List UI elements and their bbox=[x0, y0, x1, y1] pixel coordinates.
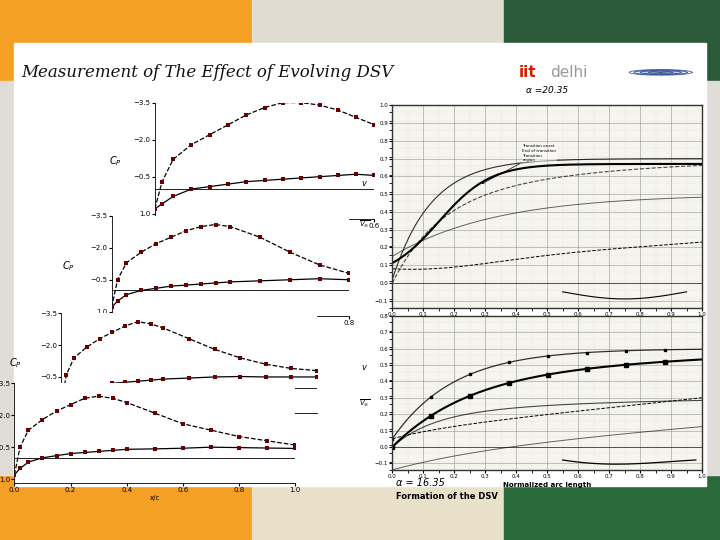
Text: $C_P$: $C_P$ bbox=[63, 259, 76, 273]
X-axis label: Normalized arc length: Normalized arc length bbox=[503, 482, 591, 488]
Text: α = 16.35: α = 16.35 bbox=[396, 478, 445, 488]
Text: $v$: $v$ bbox=[361, 179, 368, 188]
Text: $v$: $v$ bbox=[361, 363, 368, 372]
Bar bbox=[504, 0, 720, 81]
Text: iit: iit bbox=[519, 65, 536, 80]
X-axis label: x/c: x/c bbox=[184, 424, 194, 431]
Text: Formation of the DSV: Formation of the DSV bbox=[396, 492, 498, 502]
Bar bbox=[504, 475, 720, 540]
Text: Measurement of The Effect of Evolving DSV: Measurement of The Effect of Evolving DS… bbox=[22, 64, 394, 81]
X-axis label: x/c: x/c bbox=[259, 230, 270, 237]
Text: $\overline{V_{\infty}}$: $\overline{V_{\infty}}$ bbox=[359, 397, 370, 408]
X-axis label: x/c: x/c bbox=[225, 327, 235, 334]
Bar bbox=[0, 0, 252, 81]
Text: $C_P$: $C_P$ bbox=[109, 154, 122, 167]
Text: $C_P$: $C_P$ bbox=[9, 356, 22, 370]
Bar bbox=[0, 475, 252, 540]
Bar bbox=[14, 43, 706, 486]
X-axis label: x/c: x/c bbox=[150, 495, 160, 501]
Text: α =20.35: α =20.35 bbox=[526, 86, 568, 95]
Bar bbox=[252, 0, 504, 81]
Text: $\overline{V_{\infty}}$: $\overline{V_{\infty}}$ bbox=[359, 219, 370, 230]
Text: delhi: delhi bbox=[550, 65, 588, 80]
Bar bbox=[0, 81, 720, 475]
Text: Transition onset
End of transition
Transition
region: Transition onset End of transition Trans… bbox=[482, 144, 557, 184]
Bar bbox=[252, 475, 504, 540]
